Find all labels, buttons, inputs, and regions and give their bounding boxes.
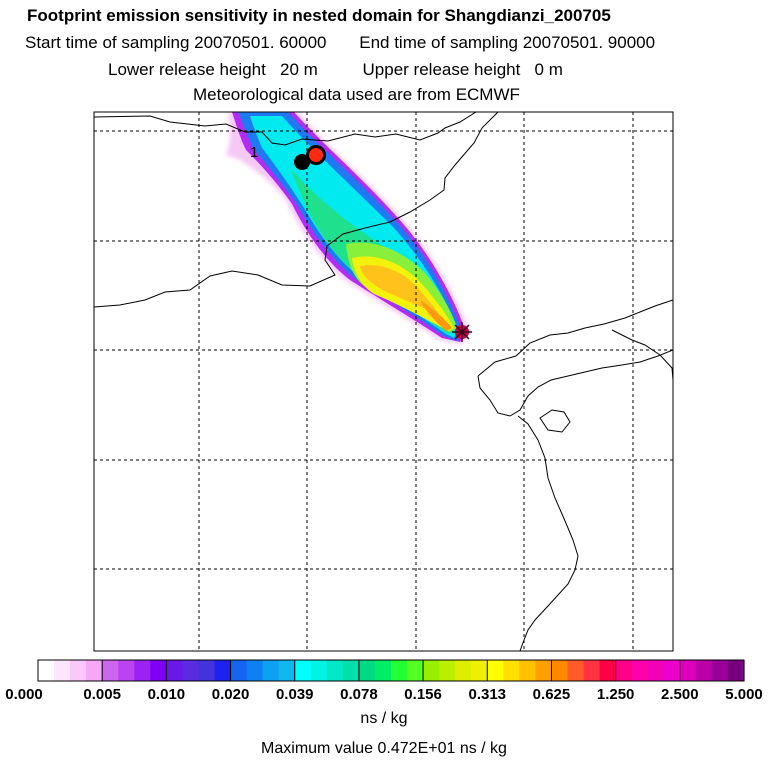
colorbar-cell (535, 660, 553, 681)
colorbar-cell (711, 660, 729, 681)
colorbar-cell (471, 660, 488, 681)
colorbar-cell (407, 660, 424, 681)
colorbar-cell (182, 660, 200, 681)
map-background (94, 112, 673, 651)
colorbar-cell (583, 660, 601, 681)
colorbar-cell (647, 660, 665, 681)
colorbar-cell (599, 660, 617, 681)
end-label: End time of sampling (359, 33, 518, 52)
island (539, 409, 571, 433)
colorbar-tick-label: 0.005 (83, 686, 121, 703)
colorbar-cell (262, 660, 280, 681)
colorbar-cell (118, 660, 135, 681)
chart-title: Footprint emission sensitivity in nested… (27, 6, 611, 25)
colorbar-cell (310, 660, 328, 681)
cluster-label: 1 (250, 144, 258, 161)
colorbar-cell (38, 660, 55, 681)
upper-label: Upper release height (362, 60, 521, 79)
start-label: Start time of sampling (25, 33, 190, 52)
colorbar-cell (102, 660, 119, 681)
peninsula-east (477, 299, 673, 377)
colorbar-cell (358, 660, 376, 681)
peninsula-east-b (477, 349, 673, 417)
boundary-central (94, 112, 499, 308)
footprint-plume (226, 112, 470, 344)
colorbar-tick-label: 0.078 (340, 686, 378, 703)
colorbar-cell (487, 660, 504, 681)
colorbar-cell (663, 660, 681, 681)
colorbar-tick-label: 0.000 (5, 686, 43, 703)
colorbar-frame (37, 659, 745, 682)
colorbar-cell (54, 660, 71, 681)
upper-value: 0 m (534, 60, 563, 79)
colorbar-cell (679, 660, 697, 681)
lower-label: Lower release height (108, 60, 266, 79)
colorbar-cell (391, 660, 408, 681)
colorbar-units: ns / kg (360, 710, 408, 727)
colorbar-cell (150, 660, 167, 681)
sampling-times: Start time of sampling 20070501. 60000 E… (25, 33, 655, 53)
colorbar-cell (326, 660, 344, 681)
colorbar-cell (86, 660, 103, 681)
colorbar-tick-label: 0.020 (211, 686, 250, 703)
plume-layer-gold (360, 265, 440, 316)
colorbar-cell (342, 660, 360, 681)
colorbar-cell (615, 660, 633, 681)
release-heights: Lower release height 20 m Upper release … (108, 60, 563, 80)
start-value: 20070501. 60000 (194, 33, 327, 52)
cluster-marker-red (309, 148, 323, 162)
colorbar-tick-label: 0.313 (468, 686, 507, 703)
colorbar-tick-label: 2.500 (661, 686, 699, 703)
end-value: 20070501. 90000 (522, 33, 656, 52)
colorbar-cell (695, 660, 713, 681)
plume-layer-orange (420, 300, 452, 331)
coastlines (94, 112, 673, 651)
colorbar-cell (198, 660, 216, 681)
cluster-marker-black (294, 154, 310, 170)
met-source: Meteorological data used are from ECMWF (193, 85, 520, 104)
colorbar-cell (214, 660, 232, 681)
colorbar-cell (551, 660, 569, 681)
colorbar (38, 660, 745, 681)
colorbar-cell (519, 660, 537, 681)
colorbar-cell (374, 660, 392, 681)
colorbar-tick-label: 5.000 (725, 686, 763, 703)
colorbar-tick-label: 0.039 (275, 686, 314, 703)
grid-lines (94, 112, 673, 651)
colorbar-separators (101, 660, 681, 681)
map-frame (93, 111, 674, 652)
lower-value: 20 m (280, 60, 318, 79)
colorbar-cell (294, 660, 312, 681)
colorbar-cell (567, 660, 585, 681)
colorbar-cell (455, 660, 472, 681)
max-value: Maximum value 0.472E+01 ns / kg (261, 740, 507, 757)
colorbar-cell (439, 660, 456, 681)
bay-coast (517, 415, 579, 651)
colorbar-cell (230, 660, 248, 681)
colorbar-cell (134, 660, 151, 681)
colorbar-cell (70, 660, 87, 681)
colorbar-cell (166, 660, 184, 681)
colorbar-cell (246, 660, 264, 681)
colorbar-tick-label: 1.250 (596, 686, 635, 703)
colorbar-cell (278, 660, 296, 681)
colorbar-tick-label: 0.156 (404, 686, 442, 703)
receptor-star-icon (452, 322, 472, 342)
colorbar-cell (423, 660, 440, 681)
colorbar-cell (503, 660, 520, 681)
colorbar-cell (727, 660, 745, 681)
boundary-north (94, 112, 477, 146)
colorbar-tick-label: 0.010 (147, 686, 186, 703)
colorbar-tick-label: 0.625 (532, 686, 571, 703)
colorbar-cell (631, 660, 649, 681)
